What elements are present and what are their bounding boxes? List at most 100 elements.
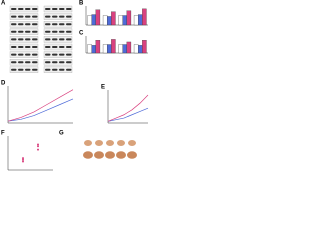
blot-band <box>18 15 24 18</box>
tumor <box>84 140 92 146</box>
blot-band <box>52 30 58 33</box>
blot-frame <box>43 28 73 35</box>
line <box>7 98 74 122</box>
blot-band <box>11 15 17 18</box>
blot-band <box>66 61 72 64</box>
blot-band <box>25 46 31 48</box>
bar <box>95 9 101 26</box>
blot-frame <box>43 66 73 73</box>
tumor <box>127 151 137 159</box>
blot-frame <box>9 51 39 58</box>
blot-band <box>52 15 58 18</box>
blot-band <box>32 46 38 48</box>
blot-band <box>66 53 72 56</box>
point <box>37 148 39 151</box>
blot-band <box>11 46 17 48</box>
blot-band <box>45 61 51 64</box>
blot-frame <box>43 21 73 28</box>
blot-band <box>59 46 65 48</box>
line <box>107 94 149 122</box>
blot-band <box>59 61 65 64</box>
blot-frame <box>9 28 39 35</box>
blot-band <box>32 30 38 33</box>
blot-band <box>59 68 65 71</box>
point <box>22 160 24 163</box>
bar <box>107 44 112 54</box>
blot-band <box>66 8 72 10</box>
blot-band <box>11 53 17 56</box>
tumor <box>128 140 136 146</box>
figure: A B C D E F G <box>1 1 149 171</box>
blot-band <box>52 53 58 56</box>
point <box>22 158 24 161</box>
bar <box>107 16 112 26</box>
blot-band <box>11 23 17 26</box>
blot-band <box>45 23 51 26</box>
bar <box>87 15 92 26</box>
blot-band <box>18 46 24 48</box>
blot-band <box>11 8 17 10</box>
blot-band <box>52 8 58 10</box>
bar <box>87 44 92 54</box>
tumor <box>106 140 114 146</box>
blot-band <box>59 23 65 26</box>
tumor <box>116 151 126 159</box>
blot-band <box>52 61 58 64</box>
blot-band <box>52 46 58 48</box>
bar <box>138 45 143 54</box>
bar <box>91 45 96 54</box>
tumor <box>105 151 115 159</box>
blot-frame <box>43 59 73 66</box>
point <box>22 157 24 160</box>
blot-band <box>66 38 72 41</box>
blot-band <box>32 68 38 71</box>
blot-band <box>59 38 65 41</box>
blot-band <box>59 53 65 56</box>
blot-frame <box>43 36 73 43</box>
blot-frame <box>9 21 39 28</box>
blot-band <box>66 23 72 26</box>
tumor <box>94 151 104 159</box>
panel-label: F <box>1 131 5 137</box>
bar <box>126 10 132 26</box>
blot-frame <box>9 13 39 20</box>
blot-frame <box>9 43 39 51</box>
blot-band <box>59 8 65 10</box>
panel-label: G <box>59 131 64 137</box>
bar <box>133 44 139 54</box>
tumor <box>95 140 103 146</box>
line <box>7 89 74 122</box>
blot-band <box>11 61 17 64</box>
blot-band <box>32 61 38 64</box>
blot-band <box>66 68 72 71</box>
blot-band <box>25 23 31 26</box>
tumor <box>117 140 125 146</box>
blot-band <box>45 46 51 48</box>
blot-frame <box>43 13 73 20</box>
point <box>37 143 39 146</box>
line <box>107 107 149 122</box>
blot-band <box>25 38 31 41</box>
bar <box>142 8 147 26</box>
blot-band <box>45 68 51 71</box>
bar <box>122 44 127 54</box>
blot-band <box>25 15 31 18</box>
blot-band <box>32 15 38 18</box>
blot-band <box>45 15 51 18</box>
blot-band <box>52 38 58 41</box>
bar <box>126 41 132 54</box>
blot-band <box>45 38 51 41</box>
blot-band <box>66 15 72 18</box>
blot-band <box>66 30 72 33</box>
blot-band <box>32 23 38 26</box>
blot-band <box>18 61 24 64</box>
blot-band <box>18 30 24 33</box>
blot-band <box>32 8 38 10</box>
bar <box>111 11 116 26</box>
blot-band <box>18 53 24 56</box>
blot-band <box>59 30 65 33</box>
blot-band <box>66 46 72 48</box>
blot-band <box>11 30 17 33</box>
panel-label: D <box>1 81 6 87</box>
point <box>37 145 39 148</box>
